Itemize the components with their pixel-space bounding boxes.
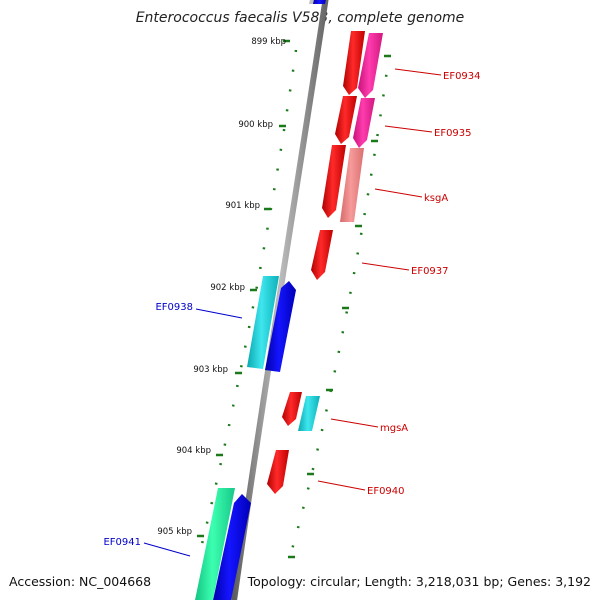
- gene-EF0938-b[interactable]: [265, 281, 296, 372]
- top-gene-stub-blue: [313, 0, 326, 4]
- leader-EF0937: [361, 262, 410, 271]
- gene-label-mgsA[interactable]: mgsA: [380, 423, 408, 434]
- tick-899: 899 kbp: [251, 37, 290, 47]
- gene-EF0940[interactable]: [267, 450, 289, 494]
- tick-label-905: 905 kbp: [157, 527, 192, 537]
- leader-EF0935: [384, 125, 433, 133]
- tick-902: 902 kbp: [210, 283, 257, 293]
- tick-label-903: 903 kbp: [193, 365, 228, 375]
- gene-EF0941[interactable]: [194, 488, 235, 600]
- gene-label-EF0934[interactable]: EF0934: [443, 71, 481, 82]
- gene-EF0934-b[interactable]: [358, 33, 383, 98]
- gene-mgsA-b[interactable]: [298, 396, 320, 431]
- tick-label-899: 899 kbp: [251, 37, 286, 47]
- tick-904: 904 kbp: [176, 446, 223, 457]
- gene-EF0935-b[interactable]: [353, 98, 375, 148]
- leader-mgsA: [330, 418, 379, 428]
- tick-901: 901 kbp: [225, 201, 271, 211]
- tick-label-901: 901 kbp: [225, 201, 260, 211]
- gene-label-EF0937[interactable]: EF0937: [411, 266, 449, 277]
- leader-EF0938: [195, 308, 243, 319]
- tick-900: 900 kbp: [238, 120, 286, 130]
- outer-major-ticks: [288, 54, 391, 559]
- gene-EF0935[interactable]: [335, 96, 357, 144]
- map-title: Enterococcus faecalis V583, complete gen…: [136, 10, 465, 26]
- topology-text: Topology: circular; Length: 3,218,031 bp…: [247, 574, 591, 589]
- tick-label-902: 902 kbp: [210, 283, 245, 293]
- leader-EF0940: [317, 480, 366, 491]
- gene-label-EF0938[interactable]: EF0938: [155, 302, 193, 313]
- leader-ksgA: [374, 188, 423, 198]
- tick-905: 905 kbp: [157, 527, 204, 538]
- tick-label-904: 904 kbp: [176, 446, 211, 456]
- leader-EF0934: [394, 68, 442, 76]
- gene-label-EF0940[interactable]: EF0940: [367, 486, 405, 497]
- gene-EF0936[interactable]: [322, 145, 346, 218]
- gene-label-EF0935[interactable]: EF0935: [434, 128, 472, 139]
- gene-EF0941-b[interactable]: [212, 494, 251, 600]
- gene-label-ksgA[interactable]: ksgA: [424, 193, 448, 204]
- accession-text: Accession: NC_004668: [9, 574, 151, 589]
- gene-EF0938[interactable]: [247, 276, 279, 369]
- leader-EF0941: [143, 542, 191, 557]
- gene-EF0934[interactable]: [343, 31, 365, 95]
- gene-label-EF0941[interactable]: EF0941: [103, 537, 141, 548]
- tick-903: 903 kbp: [193, 365, 242, 375]
- gene-mgsA[interactable]: [282, 392, 302, 426]
- gene-ksgA[interactable]: [340, 148, 364, 222]
- gene-EF0937[interactable]: [311, 230, 333, 280]
- tick-label-900: 900 kbp: [238, 120, 273, 130]
